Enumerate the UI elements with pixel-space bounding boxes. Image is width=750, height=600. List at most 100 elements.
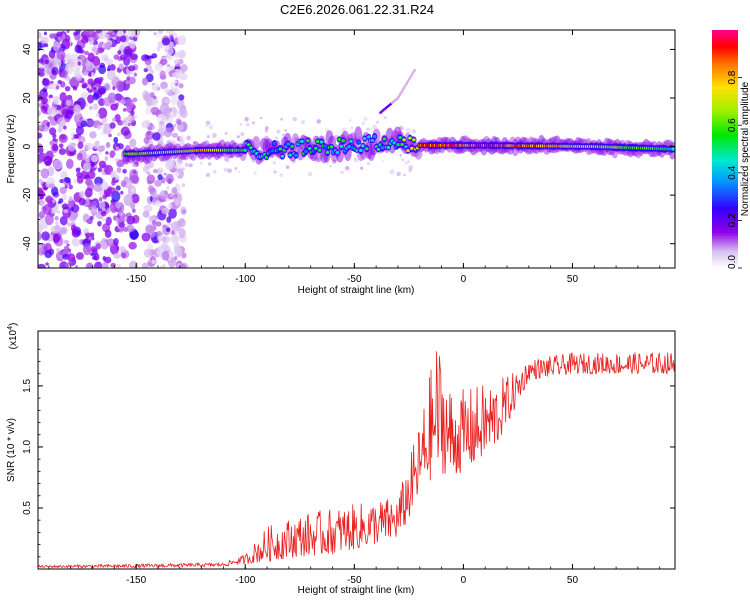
noise-speckle (81, 68, 89, 76)
noise-speckle (161, 235, 171, 244)
noise-speckle (73, 104, 82, 115)
noise-speckle (170, 234, 180, 244)
x-tick-label: -100 (235, 274, 255, 285)
noise-speckle (84, 30, 90, 36)
x-tick-label: 50 (567, 575, 579, 586)
noise-speckle (38, 153, 44, 164)
noise-speckle (112, 117, 116, 122)
x-tick-label: -50 (347, 274, 362, 285)
noise-speckle (68, 196, 73, 202)
noise-speckle (52, 41, 60, 52)
ridge-core (323, 144, 328, 148)
noise-speckle (176, 168, 184, 179)
noise-speckle (38, 132, 43, 139)
noise-speckle (126, 215, 136, 225)
noise-speckle (54, 215, 59, 221)
noise-speckle (181, 183, 186, 188)
noise-speckle (160, 265, 165, 268)
noise-speckle (133, 262, 138, 267)
noise-speckle (284, 129, 287, 132)
spectrogram-x-label: Height of straight line (km) (298, 285, 415, 296)
noise-speckle (97, 107, 108, 119)
noise-speckle (85, 61, 95, 72)
noise-speckle (78, 135, 86, 144)
noise-speckle (38, 263, 46, 268)
spectrogram-image (38, 30, 675, 268)
noise-speckle (279, 173, 283, 177)
noise-speckle (348, 119, 352, 122)
noise-speckle (166, 30, 174, 35)
ridge-core (270, 149, 275, 153)
noise-speckle (223, 167, 229, 172)
snr-scale-label: (x104) (7, 323, 19, 350)
noise-speckle (38, 66, 46, 77)
spectrogram-panel: -150 -100 -50 0 50 -40 -20 0 20 40 Height of stra… (6, 29, 676, 296)
noise-speckle (109, 150, 116, 158)
noise-speckle (122, 108, 127, 112)
noise-speckle (165, 53, 172, 59)
noise-speckle (90, 246, 98, 253)
noise-speckle (57, 200, 62, 204)
noise-speckle (41, 231, 50, 241)
noise-speckle (152, 132, 161, 141)
noise-speckle (40, 168, 50, 179)
noise-speckle (95, 51, 99, 55)
x-tick-label: 0 (461, 274, 467, 285)
noise-speckle (105, 33, 110, 40)
noise-speckle (178, 83, 184, 89)
noise-speckle (98, 76, 104, 82)
noise-speckle (49, 127, 57, 136)
noise-speckle (42, 97, 48, 104)
noise-speckle (90, 205, 98, 216)
ridge-core (412, 138, 416, 142)
noise-speckle (179, 108, 188, 119)
noise-speckle (181, 252, 187, 259)
noise-speckle (172, 187, 178, 194)
colorbar-tick-label: 0.6 (727, 118, 738, 132)
noise-speckle (141, 120, 150, 129)
noise-speckle (89, 105, 93, 110)
noise-speckle (149, 92, 155, 98)
noise-speckle (179, 73, 188, 81)
noise-speckle (159, 190, 169, 200)
noise-speckle (376, 121, 379, 124)
noise-speckle (158, 30, 164, 35)
noise-speckle (45, 213, 54, 226)
noise-speckle (170, 36, 174, 42)
noise-speckle (46, 122, 51, 127)
ridge-core (382, 137, 387, 141)
noise-speckle (88, 37, 95, 45)
noise-speckle (104, 156, 109, 161)
x-tick-label: -150 (126, 274, 146, 285)
ridge-core (410, 146, 414, 151)
noise-speckle (97, 167, 102, 173)
noise-speckle (160, 81, 168, 90)
noise-speckle (129, 40, 136, 49)
ridge-core (280, 154, 285, 158)
ridge-core (355, 148, 359, 152)
noise-speckle (280, 118, 283, 121)
noise-speckle (396, 171, 401, 177)
noise-speckle (71, 137, 75, 141)
noise-speckle (154, 179, 162, 187)
ridge-core (364, 147, 369, 151)
noise-speckle (57, 117, 66, 128)
noise-speckle (71, 238, 80, 247)
noise-speckle (45, 195, 53, 203)
snr-y-label: SNR (10 * v/v) (6, 418, 17, 482)
noise-speckle (43, 186, 47, 191)
snr-frame (37, 330, 676, 570)
noise-speckle (145, 97, 153, 107)
noise-speckle (61, 69, 68, 79)
noise-speckle (144, 106, 153, 115)
noise-speckle (77, 61, 81, 66)
colorbar-gradient (712, 30, 738, 268)
ridge-core (337, 137, 342, 142)
noise-speckle (89, 131, 97, 139)
noise-speckle (110, 103, 118, 111)
noise-speckle (154, 63, 164, 72)
noise-speckle (93, 141, 100, 150)
x-tick-label: -150 (126, 575, 146, 586)
noise-speckle (90, 154, 99, 163)
noise-speckle (51, 143, 59, 152)
